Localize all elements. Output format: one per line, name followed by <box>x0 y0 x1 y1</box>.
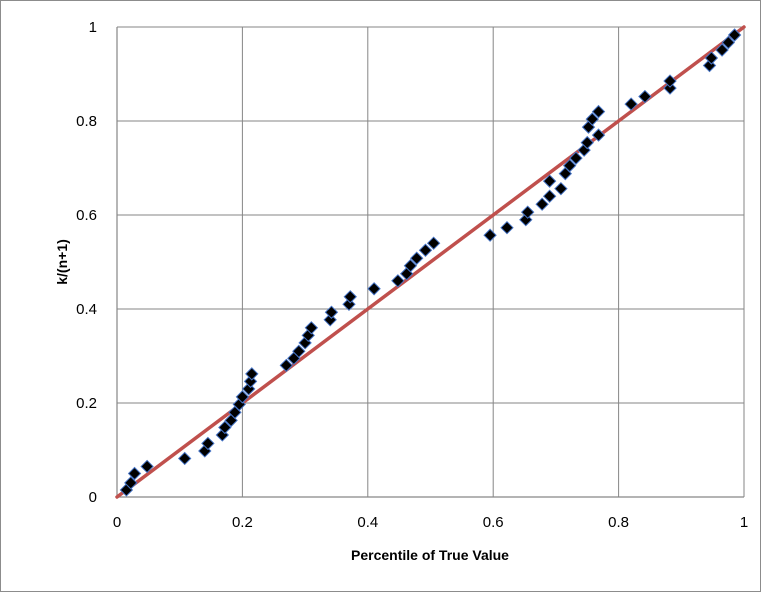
y-axis-title: k/(n+1) <box>54 239 70 285</box>
y-tick-label: 0.4 <box>76 301 97 318</box>
data-point <box>124 476 138 490</box>
data-point <box>304 321 319 335</box>
data-point <box>483 228 497 242</box>
data-point <box>591 104 606 119</box>
y-tick-label: 0.8 <box>76 113 97 130</box>
reference-line <box>115 25 746 499</box>
x-axis-title: Percentile of True Value <box>351 547 509 563</box>
data-point <box>140 459 154 474</box>
data-point <box>279 358 293 373</box>
reference-line-layer <box>115 25 746 499</box>
data-points <box>119 28 742 497</box>
y-tick-label: 1 <box>89 19 97 36</box>
data-point <box>585 112 599 126</box>
data-point <box>403 259 418 273</box>
data-point <box>500 220 514 235</box>
data-point <box>542 189 557 203</box>
data-point <box>591 128 606 142</box>
y-tick-label: 0.6 <box>76 207 97 224</box>
data-point <box>727 28 742 42</box>
data-point <box>624 97 638 111</box>
data-point <box>535 197 549 211</box>
data-point <box>391 274 405 288</box>
data-point <box>201 436 215 451</box>
data-point <box>580 135 594 150</box>
data-point <box>127 466 142 481</box>
data-point <box>663 74 677 88</box>
tick-labels: 0 0.2 0.4 0.6 0.8 1 0 0.2 0.4 0.6 0.8 1 <box>76 19 748 531</box>
data-point <box>426 236 441 250</box>
data-point <box>638 89 652 104</box>
data-point <box>663 81 677 95</box>
data-point <box>235 390 250 404</box>
data-point <box>292 344 306 359</box>
data-point <box>324 305 339 319</box>
data-point <box>704 51 719 65</box>
x-tick-label: 0.2 <box>232 514 253 531</box>
x-tick-label: 0 <box>113 514 121 531</box>
data-point <box>367 282 381 296</box>
data-point <box>245 367 259 381</box>
x-tick-label: 0.6 <box>483 514 504 531</box>
data-point <box>409 251 424 265</box>
data-point <box>542 174 557 188</box>
y-tick-label: 0.2 <box>76 395 97 412</box>
data-point <box>520 205 535 219</box>
y-tick-label: 0 <box>89 489 97 506</box>
data-point <box>343 290 357 304</box>
data-point <box>178 451 192 466</box>
data-point <box>721 35 736 50</box>
axes <box>116 27 744 498</box>
data-point <box>418 243 433 257</box>
data-point <box>554 181 568 196</box>
data-point <box>715 43 729 57</box>
data-point <box>218 420 232 435</box>
x-tick-label: 0.8 <box>608 514 629 531</box>
data-point <box>562 158 577 173</box>
x-tick-label: 1 <box>740 514 748 531</box>
data-point <box>569 151 583 165</box>
x-tick-label: 0.4 <box>357 514 378 531</box>
